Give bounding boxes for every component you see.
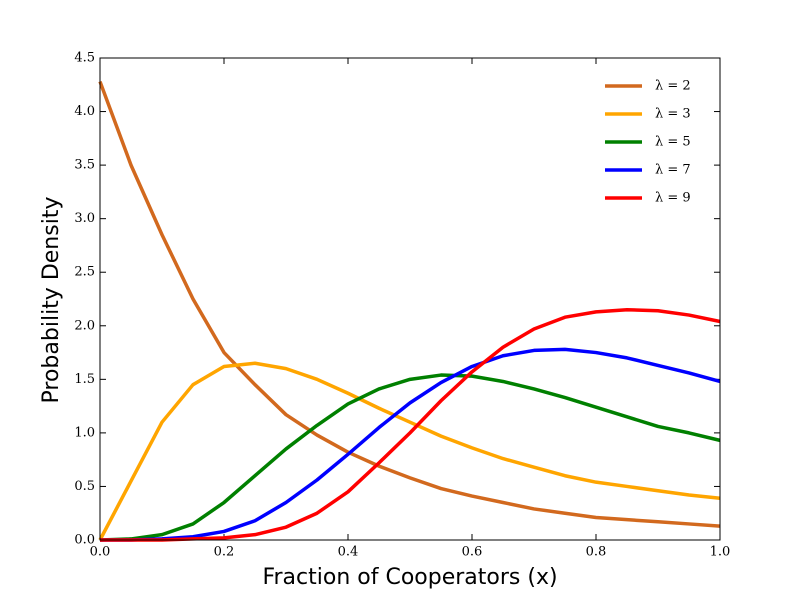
x-tick-label: 0.8 xyxy=(586,545,607,560)
legend-label: λ = 3 xyxy=(655,107,691,122)
legend-label: λ = 2 xyxy=(655,79,691,94)
series-line xyxy=(100,347,721,542)
legend-label: λ = 7 xyxy=(655,163,691,178)
series-line xyxy=(99,373,721,542)
y-tick-label: 1.5 xyxy=(74,372,95,387)
y-tick-label: 0.0 xyxy=(74,533,95,548)
series-line xyxy=(100,307,721,542)
x-tick-label: 1.0 xyxy=(710,545,731,560)
x-tick-label: 0.4 xyxy=(338,545,359,560)
y-tick-label: 2.5 xyxy=(74,265,95,280)
y-tick-label: 3.0 xyxy=(74,211,95,226)
x-tick-label: 0.6 xyxy=(462,545,483,560)
plot-frame xyxy=(99,57,721,541)
y-tick-label: 4.0 xyxy=(74,104,95,119)
x-tick-label: 0.0 xyxy=(90,545,111,560)
y-axis-label: Probability Density xyxy=(39,197,64,404)
legend-label: λ = 5 xyxy=(655,135,691,150)
series-line xyxy=(98,80,721,528)
y-tick-label: 0.5 xyxy=(74,479,95,494)
x-axis-label: Fraction of Cooperators (x) xyxy=(262,565,557,590)
series-line xyxy=(98,361,721,541)
x-tick-label: 0.2 xyxy=(214,545,235,560)
y-tick-label: 1.0 xyxy=(74,425,95,440)
y-tick-label: 4.5 xyxy=(74,51,95,66)
y-tick-label: 3.5 xyxy=(74,158,95,173)
legend-label: λ = 9 xyxy=(655,191,691,206)
y-tick-label: 2.0 xyxy=(74,318,95,333)
